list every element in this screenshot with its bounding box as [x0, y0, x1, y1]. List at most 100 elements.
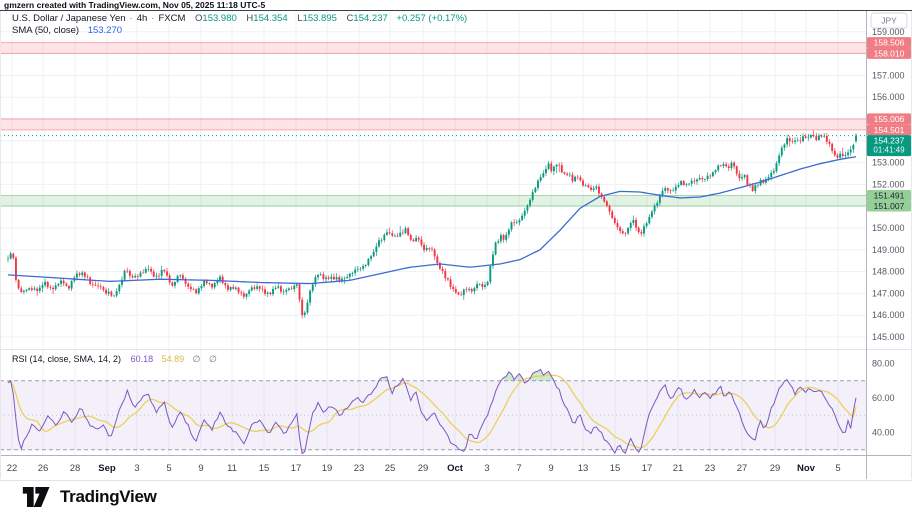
- time-tick-label: 29: [418, 463, 429, 474]
- candle-body: [158, 275, 160, 277]
- price-pane[interactable]: [0, 10, 866, 349]
- time-tick-label: 28: [70, 463, 81, 474]
- price-level-badge-label: 158.010: [874, 48, 905, 58]
- candle-body: [404, 228, 407, 234]
- candle-body: [608, 205, 611, 212]
- candle-body: [46, 281, 49, 288]
- candle-body: [36, 288, 39, 291]
- candle-body: [340, 278, 343, 282]
- candle-body: [738, 173, 741, 179]
- time-tick-label: Sep: [98, 463, 116, 474]
- candle-body: [537, 180, 539, 188]
- candle-body: [635, 219, 637, 228]
- candle-body: [817, 135, 820, 141]
- candle-body: [704, 179, 706, 180]
- candle-body: [423, 244, 425, 251]
- candle-body: [208, 283, 211, 284]
- candle-body: [20, 288, 23, 292]
- sma-legend[interactable]: SMA (50, close) 153.270: [12, 25, 122, 36]
- candle-body: [60, 280, 62, 284]
- candle-body: [515, 222, 518, 223]
- candle-body: [309, 290, 312, 303]
- candle-body: [651, 211, 653, 217]
- candle-body: [359, 268, 362, 270]
- candle-body: [677, 184, 680, 187]
- price-tick-label: 147.000: [872, 288, 905, 298]
- symbol-title[interactable]: U.S. Dollar / Japanese Yen: [12, 13, 126, 24]
- candle-body: [115, 291, 118, 296]
- candle-body: [714, 170, 717, 173]
- price-tick-label: 148.000: [872, 267, 905, 277]
- candle-body: [17, 279, 20, 289]
- symbol-exchange[interactable]: FXCM: [158, 13, 186, 24]
- sma-label[interactable]: SMA (50, close): [12, 25, 80, 36]
- symbol-interval[interactable]: 4h: [136, 13, 148, 24]
- close-label: C: [346, 13, 354, 24]
- candle-body: [550, 163, 553, 172]
- candle-body: [205, 280, 208, 284]
- candle-body: [200, 286, 203, 289]
- candle-body: [595, 186, 598, 189]
- rsi-empty-value: ∅: [209, 354, 217, 364]
- legend-separator: ·: [129, 13, 133, 24]
- axis-currency-button[interactable]: [870, 12, 908, 29]
- candle-body: [436, 256, 439, 264]
- candle-body: [317, 275, 319, 278]
- candle-body: [298, 284, 301, 300]
- candle-body: [839, 153, 842, 158]
- candle-body: [383, 234, 386, 241]
- candle-body: [213, 283, 216, 288]
- candle-body: [576, 176, 579, 178]
- price-axis[interactable]: [867, 10, 912, 455]
- candle-body: [348, 273, 351, 277]
- candle-body: [751, 185, 754, 192]
- candle-body: [25, 289, 28, 291]
- price-level-badge: [867, 189, 911, 201]
- candle-body: [603, 196, 606, 202]
- candle-body: [301, 299, 304, 316]
- candle-body: [399, 232, 402, 237]
- time-tick-label: 22: [7, 463, 18, 474]
- rsi-label[interactable]: RSI (14, close, SMA, 14, 2): [12, 354, 122, 364]
- rsi-ma-value: 54.89: [161, 354, 185, 364]
- candle-body: [502, 235, 505, 240]
- chart-canvas[interactable]: 159.000 157.000 156.000 153.000 152.000 150.0…: [0, 0, 912, 480]
- candle-body: [367, 258, 370, 266]
- candle-body: [102, 287, 105, 290]
- price-tick-label: 159.000: [872, 27, 905, 37]
- brand-text: TradingView: [60, 487, 157, 506]
- tradingview-logo[interactable]: TradingView: [0, 480, 912, 513]
- candle-body: [269, 292, 272, 295]
- candle-body: [433, 249, 436, 257]
- current-price-badge: [867, 135, 911, 157]
- candle-body: [62, 280, 65, 284]
- candle-body: [552, 166, 555, 172]
- candle-body: [78, 273, 81, 275]
- candle-body: [311, 284, 314, 291]
- candle-body: [258, 286, 261, 289]
- legend-separator: ·: [151, 13, 155, 24]
- candle-body: [280, 286, 282, 292]
- candle-body: [587, 185, 590, 188]
- close-value: 154.237: [353, 13, 388, 24]
- time-tick-label: 3: [484, 463, 489, 474]
- candle-body: [179, 275, 182, 276]
- candle-body: [706, 175, 709, 180]
- candle-body: [661, 190, 664, 196]
- candle-body: [709, 175, 712, 177]
- time-tick-label: 15: [610, 463, 621, 474]
- time-axis[interactable]: [0, 456, 912, 480]
- candle-body: [497, 241, 500, 243]
- candle-body: [852, 145, 855, 150]
- support-zone: [0, 195, 866, 207]
- symbol-legend[interactable]: U.S. Dollar / Japanese Yen · 4h · FXCM O153.…: [12, 13, 467, 24]
- candle-body: [560, 165, 563, 173]
- candle-body: [682, 181, 685, 186]
- candle-body: [478, 283, 481, 285]
- sma-value: 153.270: [87, 25, 123, 36]
- candle-body: [696, 179, 698, 182]
- rsi-pane[interactable]: [0, 352, 866, 455]
- rsi-legend[interactable]: RSI (14, close, SMA, 14, 2) 60.18 54.89 …: [12, 354, 217, 365]
- candle-body: [574, 176, 577, 182]
- rsi-value: 60.18: [130, 354, 154, 364]
